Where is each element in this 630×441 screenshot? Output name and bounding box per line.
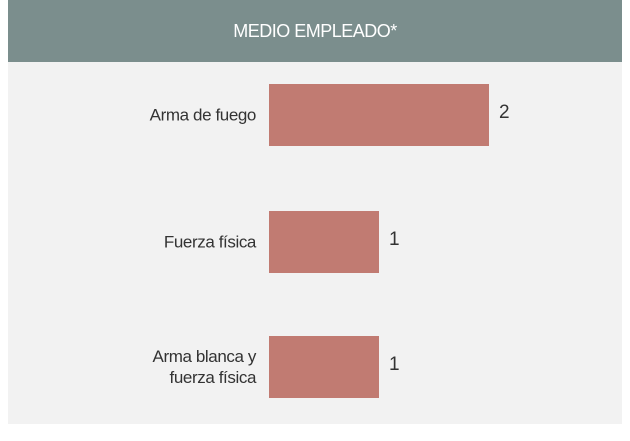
bar bbox=[269, 336, 379, 398]
value-label: 2 bbox=[499, 102, 510, 123]
chart-title: MEDIO EMPLEADO* bbox=[8, 0, 622, 62]
bar bbox=[269, 84, 489, 146]
value-label: 1 bbox=[389, 354, 400, 375]
category-label: Arma de fuego bbox=[149, 105, 257, 125]
bar bbox=[269, 211, 379, 273]
category-label: Arma blanca y fuerza física bbox=[152, 347, 257, 387]
category-label: Fuerza física bbox=[163, 232, 257, 252]
value-label: 1 bbox=[389, 229, 400, 250]
